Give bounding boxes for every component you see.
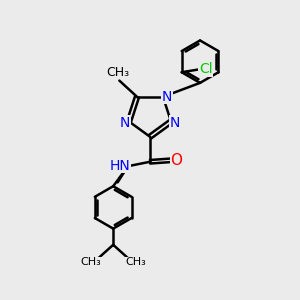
Text: CH₃: CH₃ <box>106 66 129 79</box>
Text: Cl: Cl <box>199 62 213 76</box>
Text: N: N <box>120 116 130 130</box>
Text: HN: HN <box>109 159 130 172</box>
Text: N: N <box>162 90 172 104</box>
Text: N: N <box>169 116 180 130</box>
Text: CH₃: CH₃ <box>125 257 146 268</box>
Text: O: O <box>170 153 182 168</box>
Text: CH₃: CH₃ <box>81 257 101 268</box>
